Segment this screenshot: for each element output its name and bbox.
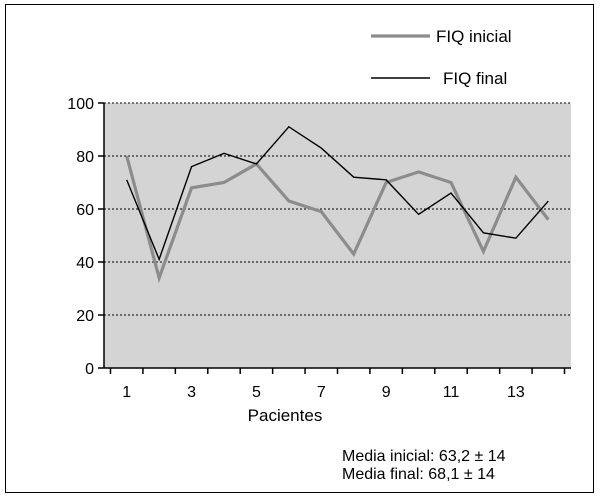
legend-label-fiq-inicial: FIQ inicial xyxy=(436,27,512,46)
x-axis-title: Pacientes xyxy=(248,406,323,425)
x-tick-label-1: 1 xyxy=(122,384,131,401)
series-layer xyxy=(125,125,550,284)
x-tick-label-13: 13 xyxy=(507,384,525,401)
y-tick-label-60: 60 xyxy=(76,202,94,219)
series-line-fiq-inicial xyxy=(125,155,550,284)
x-tick-label-3: 3 xyxy=(187,384,196,401)
x-tick-label-11: 11 xyxy=(443,384,460,401)
annotation-media-inicial: Media inicial: 63,2 ± 14 xyxy=(342,448,506,465)
legend: FIQ inicial FIQ final xyxy=(371,27,512,88)
y-tick-label-20: 20 xyxy=(76,308,94,325)
y-tick-label-40: 40 xyxy=(76,255,94,272)
x-tick-label-5: 5 xyxy=(252,384,261,401)
y-tick-label-100: 100 xyxy=(67,96,94,113)
y-tick-label-0: 0 xyxy=(85,361,94,378)
legend-label-fiq-final: FIQ final xyxy=(443,69,507,88)
plot-area xyxy=(104,103,571,368)
gridlines xyxy=(104,102,571,316)
x-tick-label-9: 9 xyxy=(382,384,391,401)
series-line-fiq-final xyxy=(126,125,549,262)
y-tick-label-80: 80 xyxy=(76,149,94,166)
x-tick-label-7: 7 xyxy=(317,384,326,401)
annotation-media-final: Media final: 68,1 ± 14 xyxy=(342,466,495,483)
